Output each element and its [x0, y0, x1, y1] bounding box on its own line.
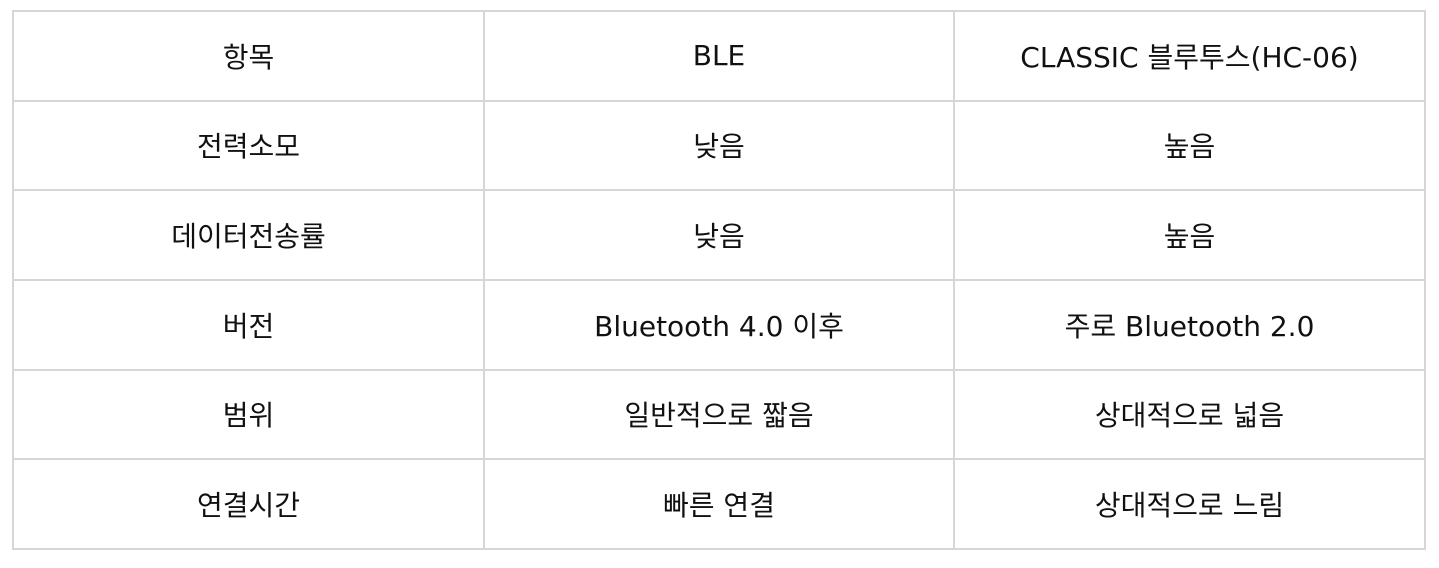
ble-value: Bluetooth 4.0 이후 [483, 278, 955, 371]
row-label: 전력소모 [12, 99, 485, 192]
comparison-table: 항목 BLE CLASSIC 블루투스(HC-06) 전력소모 낮음 높음 데이… [12, 10, 1426, 550]
row-label: 범위 [12, 368, 485, 461]
ble-value: 일반적으로 짧음 [483, 368, 955, 461]
classic-value: 높음 [953, 99, 1426, 192]
ble-value: 낮음 [483, 99, 955, 192]
classic-value: 주로 Bluetooth 2.0 [953, 278, 1426, 371]
header-row: 항목 BLE CLASSIC 블루투스(HC-06) [12, 10, 1426, 102]
table-row: 연결시간 빠른 연결 상대적으로 느림 [12, 458, 1426, 550]
classic-value: 높음 [953, 189, 1426, 281]
ble-value: 빠른 연결 [483, 458, 955, 550]
table-row: 전력소모 낮음 높음 [12, 99, 1426, 192]
ble-value: 낮음 [483, 189, 955, 281]
row-label: 연결시간 [12, 458, 485, 550]
header-cell-classic: CLASSIC 블루투스(HC-06) [953, 10, 1426, 102]
classic-value: 상대적으로 느림 [953, 458, 1426, 550]
table-row: 데이터전송률 낮음 높음 [12, 189, 1426, 281]
classic-value: 상대적으로 넓음 [953, 368, 1426, 461]
header-cell-item: 항목 [12, 10, 485, 102]
row-label: 버전 [12, 278, 485, 371]
header-cell-ble: BLE [483, 10, 955, 102]
row-label: 데이터전송률 [12, 189, 485, 281]
table-row: 버전 Bluetooth 4.0 이후 주로 Bluetooth 2.0 [12, 278, 1426, 371]
table-row: 범위 일반적으로 짧음 상대적으로 넓음 [12, 368, 1426, 461]
